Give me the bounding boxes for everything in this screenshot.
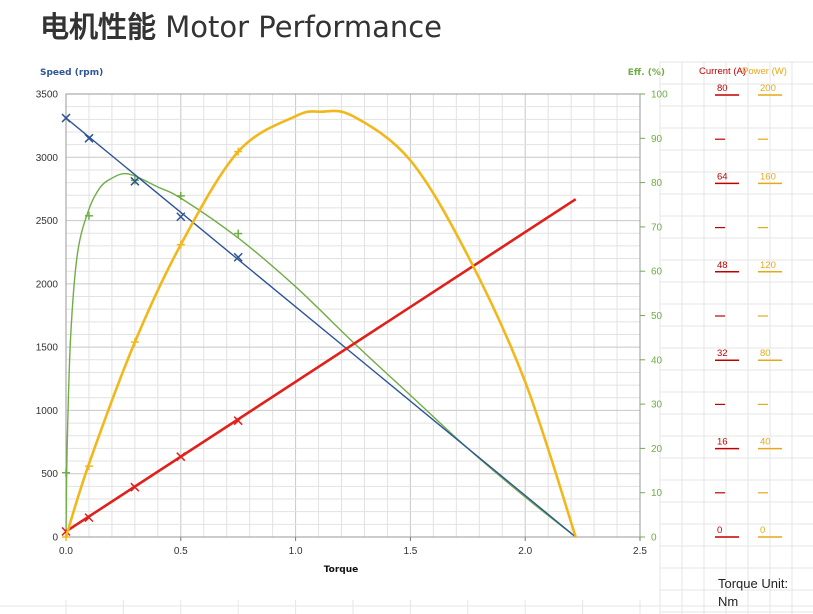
power-data-point [130, 338, 139, 347]
axes: 0.0 0.5 1.0 1.5 2.0 2.5Torque0500100015002000… [36, 68, 668, 575]
side-scales: Current (A) 0 16 32 48 64 80 Power (W) 0 40 80 120 1… [699, 66, 787, 538]
eff-tick-label: 20 [651, 444, 663, 455]
eff-axis-label: Eff. (%) [628, 68, 665, 78]
x-tick-label: 1.0 [289, 546, 303, 557]
torque-unit-label: Torque Unit: [718, 576, 789, 591]
current-tick-label: 16 [717, 437, 728, 448]
power-data-point [84, 462, 93, 471]
eff-tick-label: 90 [651, 134, 663, 145]
current-data-point [176, 452, 186, 462]
x-tick-label: 0.5 [174, 546, 188, 557]
side-grid [0, 61, 813, 614]
marker-stroke [61, 113, 71, 123]
marker-stroke [233, 252, 243, 262]
torque-unit-note: Torque Unit: Nm [718, 575, 813, 611]
speed-tick-label: 500 [41, 469, 58, 480]
power-tick-label: 200 [760, 83, 776, 94]
power-tick-label: 0 [760, 525, 765, 536]
speed-tick-label: 3500 [36, 90, 59, 101]
plot-grid [65, 93, 641, 538]
eff-tick-label: 30 [651, 400, 663, 411]
current-tick-label: 64 [717, 171, 728, 182]
power-series-line [64, 109, 577, 538]
current-tick-label: 0 [717, 525, 722, 536]
speed-series-line [65, 117, 577, 538]
current-scale-label: Current (A) [699, 66, 746, 77]
current-series-line [65, 198, 577, 533]
speed-data-point [233, 252, 243, 262]
marker-stroke [176, 452, 186, 462]
speed-tick-label: 2500 [36, 216, 59, 227]
eff-tick-label: 60 [651, 267, 663, 278]
marker-stroke [233, 416, 243, 426]
marker-stroke [130, 482, 140, 492]
marker-stroke [84, 133, 94, 143]
speed-data-point [84, 133, 94, 143]
x-axis-label: Torque [324, 565, 359, 575]
power-tick-label: 160 [760, 171, 776, 182]
eff-tick-label: 50 [651, 311, 663, 322]
page-title: 电机性能 Motor Performance [40, 4, 442, 46]
speed-tick-label: 2000 [36, 279, 59, 290]
x-tick-label: 1.5 [403, 546, 417, 557]
eff-tick-label: 100 [651, 90, 668, 101]
efficiency-data-point [62, 468, 70, 477]
current-tick-label: 32 [717, 348, 728, 359]
speed-tick-label: 1000 [36, 406, 59, 417]
power-tick-label: 120 [760, 260, 776, 271]
efficiency-data-point [234, 229, 243, 238]
current-data-point [233, 416, 243, 426]
torque-unit-value: Nm [718, 594, 739, 609]
eff-tick-label: 40 [651, 355, 663, 366]
eff-tick-label: 10 [651, 488, 663, 499]
x-tick-label: 2.5 [633, 546, 647, 557]
page-title-cn: 电机性能 [40, 10, 157, 44]
efficiency-series-line [65, 172, 577, 538]
power-scale-label: Power (W) [742, 66, 787, 77]
current-tick-label: 80 [717, 83, 728, 94]
current-data-point [84, 513, 94, 523]
speed-data-point [176, 212, 186, 222]
speed-data-point [61, 113, 71, 123]
power-data-point [176, 240, 185, 249]
speed-data-point [130, 176, 140, 186]
marker-stroke [130, 176, 140, 186]
x-tick-label: 2.0 [518, 546, 532, 557]
page-title-en: Motor Performance [165, 10, 443, 44]
eff-tick-label: 80 [651, 178, 663, 189]
series-layer [61, 109, 577, 541]
power-tick-label: 80 [760, 348, 771, 359]
speed-tick-label: 0 [52, 533, 58, 544]
power-tick-label: 40 [760, 437, 771, 448]
speed-tick-label: 1500 [36, 343, 59, 354]
marker-stroke [176, 212, 186, 222]
eff-tick-label: 70 [651, 222, 663, 233]
efficiency-data-point [176, 191, 185, 200]
eff-tick-label: 0 [651, 533, 657, 544]
marker-stroke [84, 513, 94, 523]
x-tick-label: 0.0 [59, 546, 73, 557]
current-data-point [130, 482, 140, 492]
efficiency-data-point [84, 211, 93, 220]
speed-tick-label: 3000 [36, 153, 59, 164]
power-data-point [234, 147, 243, 156]
current-tick-label: 48 [717, 260, 728, 271]
power-data-point [62, 533, 70, 541]
speed-axis-label: Speed (rpm) [40, 68, 103, 78]
